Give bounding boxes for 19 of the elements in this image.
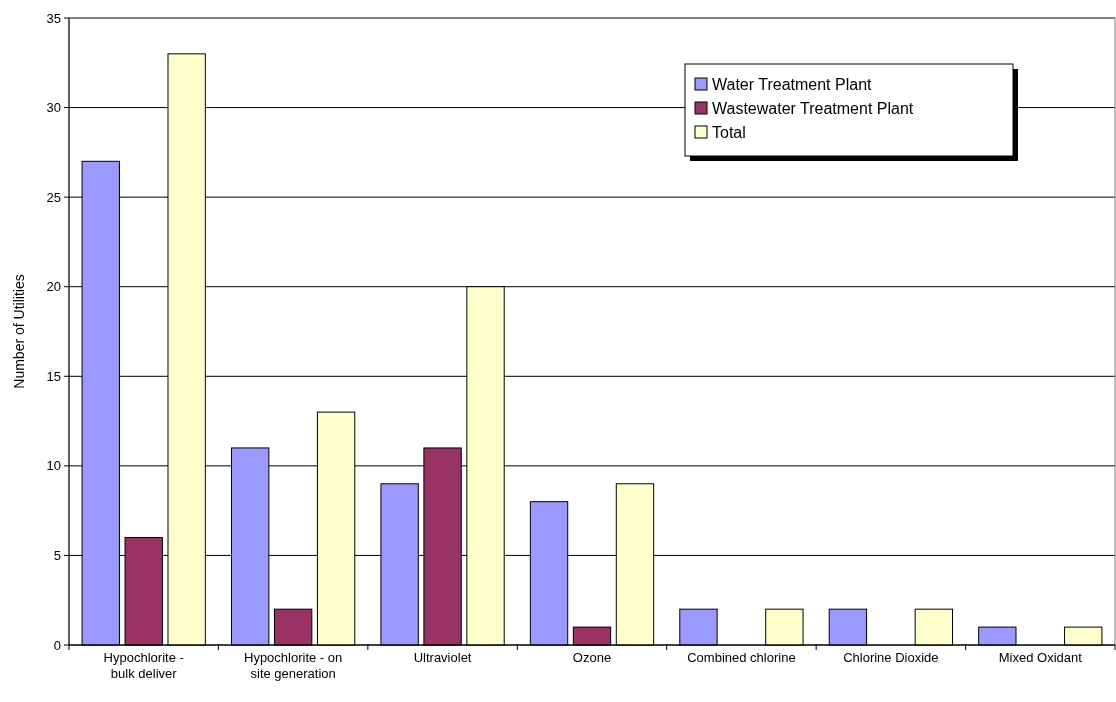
y-tick-label: 20 (46, 279, 61, 295)
x-tick-label: Mixed Oxidant (998, 650, 1083, 665)
legend-label: Water Treatment Plant (712, 75, 873, 93)
y-tick-label: 30 (46, 100, 61, 116)
y-tick-label: 15 (46, 368, 61, 384)
x-tick-label: Ultraviolet (413, 650, 472, 665)
y-tick-label: 10 (46, 458, 61, 474)
x-tick-label: Ozone (572, 650, 612, 665)
y-tick-label: 35 (46, 10, 61, 26)
y-tick-label: 0 (53, 637, 61, 653)
legend-label: Wastewater Treatment Plant (712, 99, 914, 117)
x-tick-label: Hypochlorite - bulk deliver (103, 650, 184, 681)
x-tick-label: Chlorine Dioxide (843, 650, 939, 665)
y-tick-label: 25 (46, 189, 61, 205)
x-tick-label: Hypochlorite - on site generation (244, 650, 343, 681)
legend-label: Total (712, 123, 746, 141)
y-axis-title: Number of Utilities (11, 274, 27, 389)
x-tick-label: Combined chlorine (687, 650, 796, 665)
y-tick-label: 5 (53, 547, 61, 563)
